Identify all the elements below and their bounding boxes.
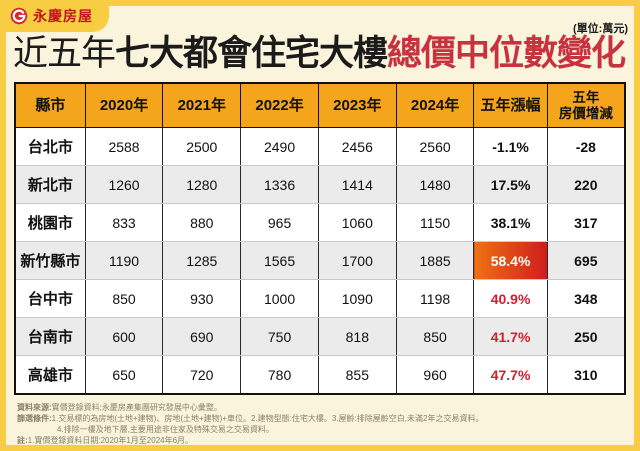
- price-cell: 1000: [240, 279, 319, 319]
- price-cell: 2560: [395, 127, 475, 167]
- price-cell: 850: [395, 317, 475, 357]
- price-cell: 1480: [395, 165, 475, 205]
- table-row-tainan: 台南市 600 690 750 818 850 41.7% 250: [14, 317, 626, 357]
- city-cell: 台北市: [14, 127, 86, 167]
- yungching-spiral-icon: [10, 7, 28, 25]
- table-row-hsinchu: 新竹縣市 1190 1285 1565 1700 1885 58.4% 695: [14, 241, 626, 281]
- title-part-highlight: 總價中位數變化: [387, 34, 626, 73]
- diff-cell: 250: [546, 317, 626, 357]
- col-header-city: 縣市: [14, 82, 86, 129]
- table-header-row: 縣市 2020年 2021年 2022年 2023年 2024年 五年漲幅 五年…: [14, 82, 626, 129]
- title-part-subject: 七大都會住宅大樓: [115, 34, 388, 73]
- price-cell: 600: [84, 317, 164, 357]
- price-cell: 880: [162, 203, 242, 243]
- title-part-prefix: 近五年: [13, 34, 116, 73]
- footnote-source-label: 資料來源:: [17, 402, 52, 412]
- city-cell: 新北市: [14, 165, 86, 205]
- price-cell: 650: [84, 355, 164, 395]
- city-cell: 新竹縣市: [14, 241, 86, 281]
- pct-cell: 40.9%: [473, 279, 548, 319]
- pct-cell: 47.7%: [473, 355, 548, 395]
- price-cell: 1150: [395, 203, 475, 243]
- unit-label: (單位:萬元): [573, 23, 628, 35]
- pct-cell: 17.5%: [473, 165, 548, 205]
- price-cell: 960: [395, 355, 475, 395]
- price-cell: 930: [162, 279, 242, 319]
- city-cell: 台中市: [14, 279, 86, 319]
- col-header-2024: 2024年: [395, 82, 475, 129]
- footnote-criteria-label: 篩選條件:: [17, 413, 52, 423]
- price-cell: 2588: [84, 127, 164, 167]
- price-median-table: 縣市 2020年 2021年 2022年 2023年 2024年 五年漲幅 五年…: [14, 81, 626, 395]
- table-row-taipei: 台北市 2588 2500 2490 2456 2560 -1.1% -28: [14, 127, 626, 167]
- city-cell: 桃園市: [14, 203, 86, 243]
- city-cell: 高雄市: [14, 355, 86, 395]
- diff-cell: 310: [546, 355, 626, 395]
- footnote-criteria-cont: 4.排除一樓及地下層,主要用途非住家及特殊交易之交易資料。: [17, 424, 634, 435]
- brand-logo-badge: 永慶房屋: [6, 6, 109, 32]
- table-row-kaohsiung: 高雄市 650 720 780 855 960 47.7% 310: [14, 355, 626, 395]
- price-cell: 780: [240, 355, 319, 395]
- footnote-source-text: 實價登錄資料;永慶房產集團研究發展中心彙整。: [51, 402, 222, 412]
- diff-cell: 220: [546, 165, 626, 205]
- price-cell: 2490: [240, 127, 319, 167]
- pct-cell: 38.1%: [473, 203, 548, 243]
- price-cell: 1336: [240, 165, 319, 205]
- price-cell: 1260: [84, 165, 164, 205]
- pct-cell: -1.1%: [473, 127, 548, 167]
- brand-name: 永慶房屋: [33, 8, 93, 24]
- price-cell: 1090: [317, 279, 397, 319]
- footnote-source: 資料來源:實價登錄資料;永慶房產集團研究發展中心彙整。: [17, 402, 634, 413]
- price-cell: 965: [240, 203, 319, 243]
- diff-cell: 317: [546, 203, 626, 243]
- table-row-newtaipei: 新北市 1260 1280 1336 1414 1480 17.5% 220: [14, 165, 626, 205]
- price-cell: 2500: [162, 127, 242, 167]
- pct-cell: 41.7%: [473, 317, 548, 357]
- table-row-taichung: 台中市 850 930 1000 1090 1198 40.9% 348: [14, 279, 626, 319]
- price-cell: 2456: [317, 127, 397, 167]
- price-cell: 1885: [395, 241, 475, 281]
- col-header-5yr-diff: 五年 房價增減: [546, 82, 626, 129]
- col-header-2021: 2021年: [162, 82, 242, 129]
- footnote-note: 註:1.實價登錄資料日期:2020年1月至2024年6月。: [17, 435, 634, 445]
- price-cell: 750: [240, 317, 319, 357]
- diff-cell: 348: [546, 279, 626, 319]
- pct-cell-highlight: 58.4%: [473, 241, 548, 281]
- price-cell: 1565: [240, 241, 319, 281]
- price-cell: 833: [84, 203, 164, 243]
- footnote-criteria-cont-text: 4.排除一樓及地下層,主要用途非住家及特殊交易之交易資料。: [57, 424, 274, 434]
- table-row-taoyuan: 桃園市 833 880 965 1060 1150 38.1% 317: [14, 203, 626, 243]
- diff-cell: 695: [546, 241, 626, 281]
- col-header-5yr-diff-line2: 房價增減: [558, 105, 613, 121]
- footnote-criteria-text: 1.交易標的為房地(土地+建物)、房地(土地+建物)+車位。2.建物型態:住宅大…: [51, 413, 484, 423]
- col-header-2020: 2020年: [84, 82, 164, 129]
- price-cell: 850: [84, 279, 164, 319]
- price-cell: 855: [317, 355, 397, 395]
- footnote-note-text: 1.實價登錄資料日期:2020年1月至2024年6月。: [27, 435, 194, 445]
- price-cell: 818: [317, 317, 397, 357]
- city-cell: 台南市: [14, 317, 86, 357]
- footnote-note-label: 註:: [17, 435, 28, 445]
- col-header-2023: 2023年: [317, 82, 397, 129]
- price-cell: 1060: [317, 203, 397, 243]
- footnotes: 資料來源:實價登錄資料;永慶房產集團研究發展中心彙整。 篩選條件:1.交易標的為…: [17, 402, 634, 445]
- price-cell: 1285: [162, 241, 242, 281]
- price-cell: 720: [162, 355, 242, 395]
- price-cell: 1700: [317, 241, 397, 281]
- price-cell: 1198: [395, 279, 475, 319]
- page-title: 近五年七大都會住宅大樓總價中位數變化: [13, 34, 628, 73]
- price-cell: 1190: [84, 241, 164, 281]
- footnote-criteria: 篩選條件:1.交易標的為房地(土地+建物)、房地(土地+建物)+車位。2.建物型…: [17, 413, 634, 424]
- col-header-5yr-diff-line1: 五年: [572, 89, 600, 105]
- col-header-5yr-pct: 五年漲幅: [473, 82, 548, 129]
- price-cell: 1280: [162, 165, 242, 205]
- price-cell: 690: [162, 317, 242, 357]
- col-header-2022: 2022年: [240, 82, 319, 129]
- diff-cell: -28: [546, 127, 626, 167]
- price-cell: 1414: [317, 165, 397, 205]
